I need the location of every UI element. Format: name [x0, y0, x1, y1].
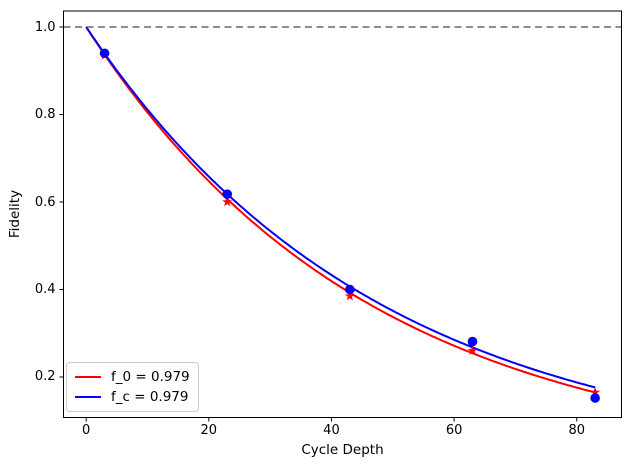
- data-point-star: [590, 387, 601, 397]
- y-tick-label: 1.0: [34, 19, 56, 35]
- legend-line-sample-blue: [75, 396, 101, 398]
- y-tick-label: 0.2: [34, 369, 56, 385]
- x-tick-label: 80: [568, 423, 585, 438]
- y-axis-label: Fidelity: [7, 189, 23, 239]
- data-point-star: [222, 196, 233, 207]
- legend-entry-f0: f_0 = 0.979: [75, 369, 190, 385]
- x-tick-label: 0: [82, 423, 91, 438]
- legend-label-f0: f_0 = 0.979: [111, 369, 190, 385]
- data-point-circle: [467, 336, 478, 347]
- data-point-circle: [222, 189, 233, 199]
- data-point-star: [467, 345, 478, 355]
- data-point-circle: [590, 393, 600, 403]
- legend-label-fc: f_c = 0.979: [111, 389, 189, 405]
- data-point-circle: [99, 48, 110, 59]
- fit-curve-f_0: [85, 26, 596, 394]
- x-tick-label: 40: [323, 423, 340, 438]
- legend-entry-fc: f_c = 0.979: [75, 389, 190, 405]
- data-point-circle: [345, 284, 355, 295]
- axes-spines: [63, 10, 622, 418]
- data-point-star: [344, 290, 355, 301]
- legend: f_0 = 0.979 f_c = 0.979: [66, 362, 199, 412]
- x-tick-label: 60: [445, 423, 463, 438]
- y-tick-label: 0.6: [34, 194, 56, 210]
- fit-curve-f_c: [85, 26, 596, 389]
- y-tick-label: 0.4: [34, 281, 56, 297]
- legend-line-sample-red: [75, 376, 101, 378]
- y-tick-label: 0.8: [34, 107, 56, 122]
- x-tick-label: 20: [200, 423, 218, 438]
- x-axis-label: Cycle Depth: [301, 442, 384, 458]
